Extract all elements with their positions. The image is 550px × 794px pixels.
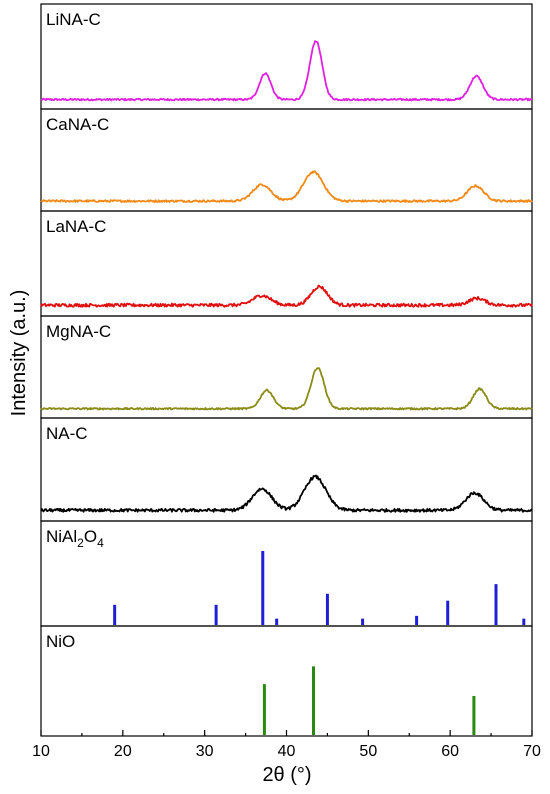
y-axis-title: Intensity (a.u.) [8,290,30,417]
x-tick-label: 50 [359,743,377,760]
panel-label: LaNA-C [46,217,106,236]
x-axis-title: 2θ (°) [262,764,311,786]
panel-frame [40,625,533,737]
series-line [40,40,533,102]
x-tick-label: 20 [114,743,132,760]
panel-lina-c: LiNA-C [40,3,533,110]
panel-label: CaNA-C [46,115,109,134]
panel-label: NA-C [46,424,88,443]
panel-frame [40,315,533,419]
panel-label: NiAl2O4 [46,527,104,550]
panel-label: NiO [46,632,75,651]
panel-na-c: NA-C [40,417,533,522]
x-tick-label: 60 [441,743,459,760]
panel-nial2o4: NiAl2O4 [40,520,533,627]
chart-panels: LiNA-C CaNA-C LaNA-C MgNA-C NA-C NiAl2O4 NiO [40,3,533,737]
panel-mgna-c: MgNA-C [40,315,533,419]
x-tick-label: 30 [196,743,214,760]
panel-frame [40,210,533,317]
x-axis: 10 20 30 40 50 60 70 [32,730,541,760]
x-tick-label: 40 [278,743,296,760]
x-tick-label: 70 [523,743,541,760]
panel-label: MgNA-C [46,322,111,341]
panel-frame [40,108,533,212]
panel-nio: NiO [40,625,533,737]
panel-lana-c: LaNA-C [40,210,533,317]
x-tick-label: 10 [32,743,50,760]
series-line [40,367,533,411]
panel-label: LiNA-C [46,10,101,29]
panel-frame [40,417,533,522]
series-line [40,170,533,203]
series-line [40,284,533,308]
series-line [40,474,533,513]
panel-frame [40,3,533,110]
panel-cana-c: CaNA-C [40,108,533,212]
